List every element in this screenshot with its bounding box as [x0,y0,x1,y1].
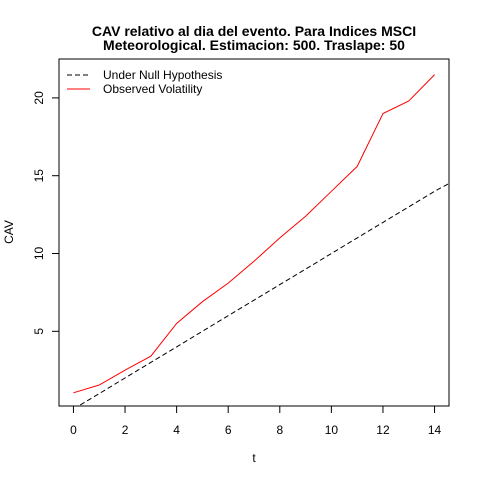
x-tick-label-7: 14 [428,423,442,437]
y-axis-label: CAV [2,220,16,244]
legend-label-0: Under Null Hypothesis [103,68,222,82]
y-tick-label-1: 10 [32,247,46,261]
x-tick-label-1: 2 [122,423,129,437]
y-tick-label-3: 20 [32,91,46,105]
y-tick-label-2: 15 [32,169,46,183]
chart-title-line-1: CAV relativo al dia del evento. Para Ind… [92,23,416,39]
chart-title-line-2: Meteorological. Estimacion: 500. Traslap… [103,37,405,53]
x-tick-label-4: 8 [276,423,283,437]
y-tick-label-0: 5 [32,328,46,335]
legend-label-1: Observed Volatility [103,82,202,96]
series-line-0 [77,183,449,406]
x-tick-label-3: 6 [225,423,232,437]
x-tick-label-6: 12 [376,423,390,437]
x-axis-label: t [252,451,256,465]
x-tick-label-5: 10 [325,423,339,437]
x-tick-label-0: 0 [70,423,77,437]
plot-area: 0 2 4 6 8 10 12 14 5 10 15 20 Under Null HypothesisO… [32,58,450,437]
series-line-1 [73,74,435,394]
x-tick-label-2: 4 [173,423,180,437]
